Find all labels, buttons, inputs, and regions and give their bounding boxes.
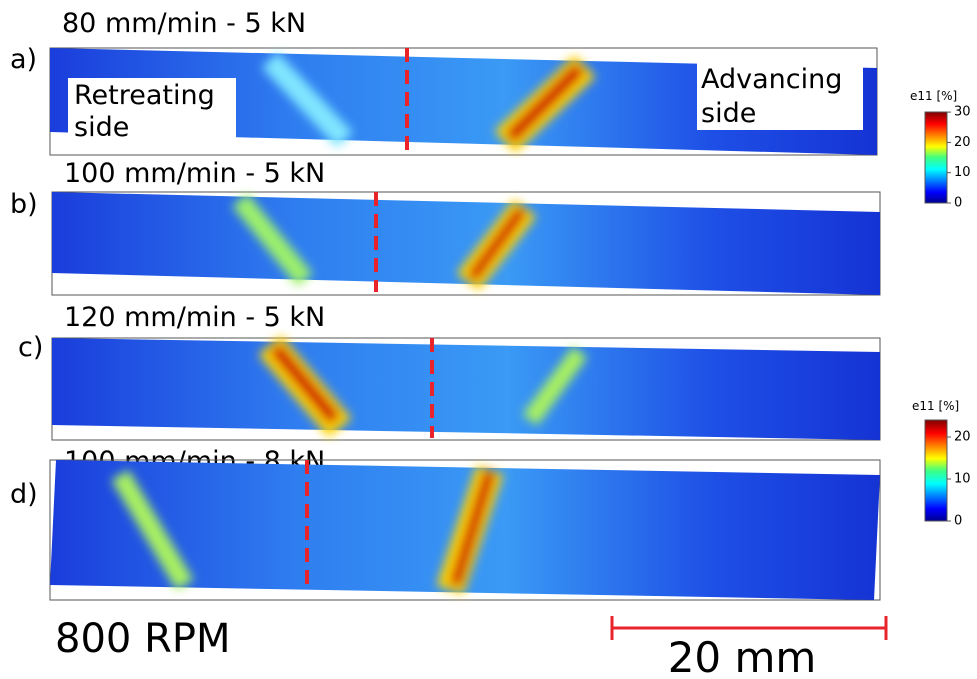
colorbar-scale (924, 419, 948, 522)
colorbar-tick-label: 0 (954, 514, 962, 529)
colorbar-tick-label: 20 (954, 135, 971, 150)
panel-b: b) 100 mm/min - 5 kN (10, 158, 881, 296)
colorbar-tick-label: 20 (954, 430, 971, 445)
annotation: Advancing (701, 64, 842, 95)
rpm-label: 800 RPM (55, 616, 231, 662)
panel-a: a) 80 mm/min - 5 kN Retreating side Adva… (10, 8, 878, 156)
panel-c: c) 120 mm/min - 5 kN (18, 302, 881, 441)
strain-bands (261, 52, 596, 153)
strain-map (52, 338, 880, 440)
panel-letter: c) (18, 332, 43, 363)
annotation-box (68, 78, 236, 142)
panel-title: 120 mm/min - 5 kN (64, 302, 325, 333)
colorbar-tick-label: 10 (954, 165, 971, 180)
panel-letter: b) (10, 189, 38, 220)
colorbar-scale (924, 111, 948, 204)
colorbar-tick-label: 0 (954, 196, 962, 211)
strain-map (50, 48, 877, 155)
annotation: Retreating (74, 80, 215, 111)
strain-bands (232, 193, 537, 291)
panel-title: 80 mm/min - 5 kN (62, 8, 306, 39)
panel-title: 100 mm/min - 5 kN (64, 158, 325, 189)
panel-letter: a) (10, 44, 37, 75)
colorbar-tick-label: 10 (954, 472, 971, 487)
colorbar: e11 [%] 30 20 10 0 (910, 89, 971, 211)
annotation: side (701, 98, 756, 129)
panel-letter: d) (10, 479, 38, 510)
panel-d: d) 100 mm/min - 8 kN (10, 446, 881, 601)
scale-bar-label: 20 mm (668, 633, 817, 679)
colorbar-tick-label: 30 (954, 105, 971, 120)
colorbar-label: e11 [%] (910, 89, 957, 103)
strain-bands (258, 335, 588, 438)
scale-bar: 20 mm (610, 616, 888, 679)
annotation: side (74, 112, 129, 143)
frame (49, 459, 881, 601)
annotation-box (697, 62, 863, 130)
strain-bands (111, 465, 504, 595)
colorbar: e11 [%] 20 10 0 (912, 399, 971, 529)
colorbar-label: e11 [%] (912, 399, 959, 413)
